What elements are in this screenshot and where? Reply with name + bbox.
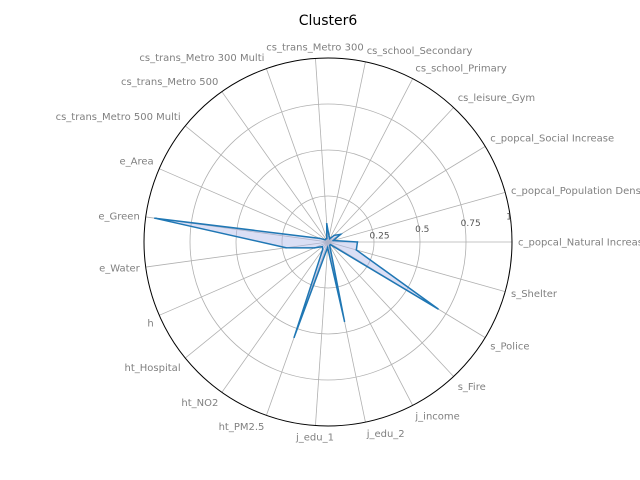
axis-label: c_popcal_Social Increase bbox=[490, 133, 614, 144]
axis-label: cs_trans_Metro 500 Multi bbox=[56, 112, 181, 123]
radar-point bbox=[339, 233, 342, 236]
radar-area bbox=[154, 218, 439, 338]
radar-point bbox=[332, 239, 335, 242]
axis-label: cs_school_Secondary bbox=[367, 46, 473, 57]
axis-label: s_Police bbox=[490, 342, 529, 353]
axis-label: j_edu_1 bbox=[295, 433, 334, 444]
axis-label: e_Water bbox=[99, 263, 141, 274]
axis-label: e_Area bbox=[120, 156, 154, 167]
radar-point bbox=[293, 336, 295, 339]
radial-tick-label: 0.25 bbox=[370, 232, 390, 242]
axis-label: cs_trans_Metro 300 Multi bbox=[139, 53, 264, 64]
radar-point bbox=[318, 237, 321, 240]
radar-point bbox=[356, 241, 359, 243]
radar-grid-ring bbox=[189, 103, 467, 381]
radial-tick-label: 0.75 bbox=[461, 219, 481, 229]
radar-point bbox=[154, 217, 156, 219]
axis-label: e_Green bbox=[98, 212, 139, 223]
radar-point bbox=[355, 249, 358, 251]
axis-label: cs_trans_Metro 300 bbox=[266, 42, 363, 53]
radar-outer-ring bbox=[143, 57, 513, 427]
radar-series bbox=[154, 217, 439, 339]
axis-labels: c_popcal_Natural Increase c_popcal_Popula… bbox=[56, 42, 640, 443]
axis-label: cs_school_Primary bbox=[415, 63, 506, 74]
axis-label: j_edu_2 bbox=[366, 429, 405, 440]
radar-point bbox=[437, 308, 439, 310]
axis-label: c_popcal_Natural Increase bbox=[518, 238, 640, 249]
axis-label: s_Shelter bbox=[511, 289, 558, 300]
axis-label: s_Fire bbox=[458, 382, 486, 393]
radar-point bbox=[324, 238, 326, 241]
axis-label: cs_leisure_Gym bbox=[458, 93, 535, 104]
radar-point bbox=[321, 245, 324, 248]
radial-tick-labels: 0.25 0.5 0.75 1 bbox=[370, 212, 512, 241]
radar-point bbox=[329, 243, 332, 246]
axis-label: c_popcal_Population Density bbox=[511, 186, 640, 197]
axis-label: ht_NO2 bbox=[181, 398, 218, 409]
radar-grid-ring bbox=[281, 195, 375, 289]
radar-point bbox=[285, 246, 287, 249]
radar-grid bbox=[143, 57, 513, 427]
radar-series-line bbox=[154, 217, 439, 338]
radar-point bbox=[328, 235, 330, 238]
radar-point bbox=[328, 237, 331, 240]
radar-point bbox=[333, 234, 336, 237]
axis-label: ht_Hospital bbox=[125, 363, 181, 374]
radial-tick-label: 0.5 bbox=[415, 225, 429, 235]
chart-title: Cluster6 bbox=[299, 13, 358, 29]
axis-label: h bbox=[147, 319, 153, 330]
axis-label: ht_PM2.5 bbox=[219, 422, 265, 433]
axis-label: j_income bbox=[414, 412, 459, 423]
radar-point bbox=[343, 320, 346, 323]
radar-point bbox=[326, 246, 329, 249]
radar-grid-ring bbox=[235, 149, 421, 335]
radar-point bbox=[313, 247, 316, 249]
radial-tick-label: 1 bbox=[506, 212, 512, 222]
axis-label: cs_trans_Metro 500 bbox=[121, 77, 218, 88]
radar-point bbox=[321, 248, 324, 251]
radar-point bbox=[325, 222, 328, 225]
